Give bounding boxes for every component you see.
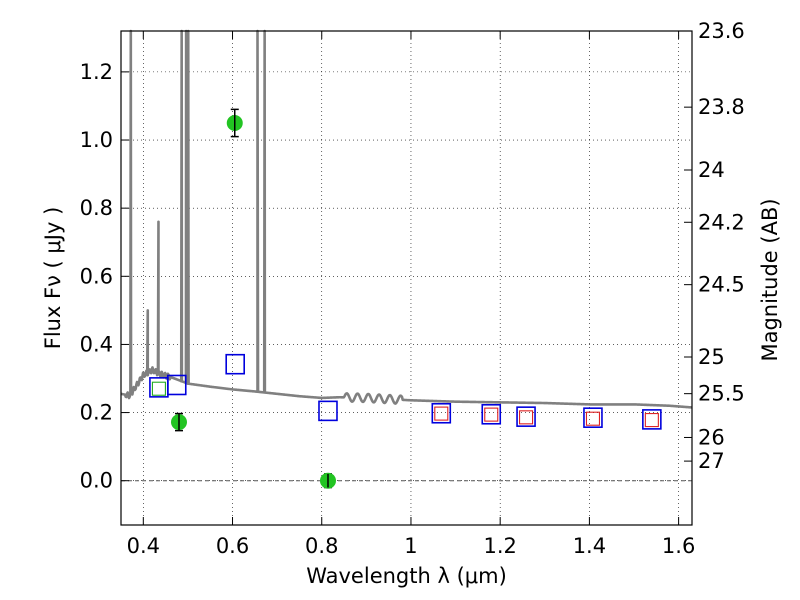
y-tick-label: 0.0 — [80, 469, 113, 493]
model-point — [481, 403, 502, 425]
y-tick-label: 0.8 — [80, 196, 113, 220]
y-axis-label: Flux Fν ( μJy ) — [41, 207, 65, 350]
x-tick-label: 1.4 — [573, 534, 606, 558]
small-square-point — [519, 410, 534, 425]
tick-layer: 0.4 0.6 0.8 1 1.2 1.4 1.6 0.0 0.2 0.4 0.6 0.8 1.0 1.2… — [80, 19, 745, 558]
mag-tick-label: 25.5 — [698, 382, 745, 406]
spectrum-layer — [120, 29, 693, 409]
y2-axis-label: Magnitude (AB) — [758, 198, 782, 361]
x-tick-label: 0.8 — [305, 534, 338, 558]
model-point — [516, 406, 536, 427]
model-point — [583, 407, 603, 428]
y-tick-label: 0.2 — [80, 401, 113, 425]
model-point — [431, 402, 452, 424]
y-tick-label: 1.2 — [80, 60, 113, 84]
mag-tick-label: 24 — [698, 158, 725, 182]
sed-spectrum-line — [120, 29, 693, 409]
y-tick-label: 1.0 — [80, 128, 113, 152]
model-point — [166, 374, 187, 396]
small-square-point — [644, 413, 659, 428]
y-tick-label: 0.6 — [80, 264, 113, 288]
x-tick-label: 0.4 — [127, 534, 160, 558]
x-tick-label: 0.6 — [216, 534, 249, 558]
model-point — [225, 353, 245, 375]
x-tick-label: 1 — [404, 534, 417, 558]
mag-tick-label: 24.2 — [698, 210, 745, 234]
small-square-point — [151, 381, 166, 396]
model-point — [642, 409, 662, 430]
model-point — [318, 400, 338, 422]
plot-frame — [120, 30, 693, 526]
small-square-point — [484, 407, 499, 422]
marker-layer — [149, 108, 662, 489]
x-tick-label: 1.6 — [662, 534, 695, 558]
small-square-point — [585, 411, 601, 426]
x-axis-label: Wavelength λ (μm) — [306, 564, 507, 588]
mag-tick-label: 26 — [698, 425, 725, 449]
mag-tick-label: 24.5 — [698, 273, 745, 297]
y-tick-label: 0.4 — [80, 332, 113, 356]
small-square-point — [434, 406, 449, 421]
mag-tick-label: 23.6 — [698, 19, 745, 43]
mag-tick-label: 25 — [698, 345, 725, 369]
mag-tick-label: 23.8 — [698, 95, 745, 119]
x-tick-label: 1.2 — [483, 534, 516, 558]
mag-tick-label: 27 — [698, 449, 725, 473]
